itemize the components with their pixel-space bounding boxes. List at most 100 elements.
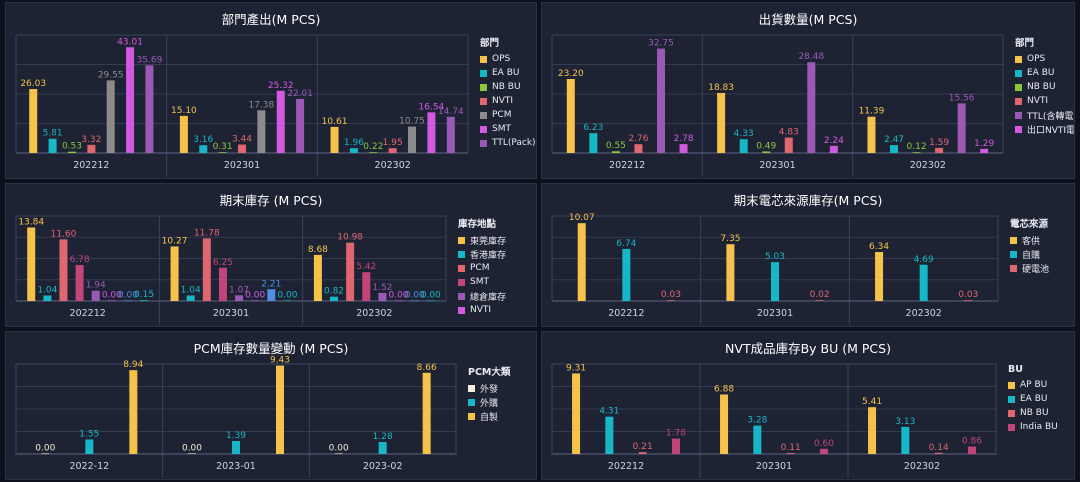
legend-label: NB BU <box>1027 82 1056 92</box>
legend-item[interactable]: TTL(含轉電芯) <box>1015 108 1074 122</box>
legend[interactable]: BU AP BU EA BU NB BU India BU <box>1008 364 1058 434</box>
data-label: 1.07 <box>229 285 249 295</box>
legend-item[interactable]: 硬電池 <box>1010 261 1049 275</box>
data-label: 6.23 <box>583 123 603 133</box>
legend-item[interactable]: NVTI <box>480 94 536 108</box>
legend-label: 外購 <box>480 398 499 409</box>
bar <box>129 370 138 454</box>
bar <box>671 438 680 454</box>
legend-label: AP BU <box>1020 380 1048 390</box>
bar <box>107 300 116 301</box>
legend[interactable]: 電芯來源 客供 自購 硬電池 <box>1010 216 1049 275</box>
legend-item[interactable]: EA BU <box>1008 392 1058 406</box>
data-label: 0.22 <box>363 142 383 152</box>
legend-label: NVTI <box>492 96 514 106</box>
bar <box>75 264 84 301</box>
legend-item[interactable]: NB BU <box>480 80 536 94</box>
data-label: 0.49 <box>756 141 776 151</box>
legend-swatch <box>480 83 487 91</box>
legend-item[interactable]: 客供 <box>1010 233 1049 247</box>
bar <box>935 147 944 153</box>
legend-item[interactable]: PCM <box>480 108 536 122</box>
legend-item[interactable]: 總倉庫存 <box>458 289 506 303</box>
bar <box>67 151 76 153</box>
bar <box>145 65 154 153</box>
data-label: 3.32 <box>81 135 101 145</box>
bar <box>41 453 50 454</box>
legend-item[interactable]: 外購 <box>468 395 510 409</box>
data-label: 0.60 <box>814 439 834 449</box>
legend-item[interactable]: TTL(Pack) <box>480 136 536 150</box>
legend-item[interactable]: 香港庫存 <box>458 247 506 261</box>
chart-svg: 26.03 5.81 0.533.32 29.55 43.01 35.69 202212 15… <box>15 34 469 177</box>
panel-shipment: 出貨數量(M PCS) 23.20 6.23 0.55 2.76 32.75 2.78 20… <box>541 2 1075 179</box>
legend-item[interactable]: 外發 <box>468 381 510 395</box>
chart-svg: 13.841.0411.606.781.940.000.000.15202212… <box>15 215 447 325</box>
legend-item[interactable]: 自製 <box>468 409 510 423</box>
legend-item[interactable]: PCM <box>458 261 506 275</box>
bar <box>330 126 339 153</box>
data-label: 4.69 <box>914 255 934 265</box>
legend-swatch <box>1015 69 1022 77</box>
data-label: 0.53 <box>62 142 82 152</box>
legend-item[interactable]: 出口NVTI電芯 <box>1015 122 1074 136</box>
panel-ending-inventory: 期末庫存 (M PCS) 13.84 1.04 11.60 6.78 1.94 0.00 0… <box>5 183 537 327</box>
legend-item[interactable]: India BU <box>1008 420 1058 434</box>
legend[interactable]: 部門 OPS EA BU NB BU NVTI PCM SMT TTL(Pack) <box>480 35 536 150</box>
chart-svg: 9.31 4.31 0.21 1.78 202212 6.88 3.28 0.11 0.60 20… <box>551 363 997 478</box>
legend-item[interactable]: 東莞庫存 <box>458 233 506 247</box>
legend-label: EA BU <box>492 68 520 78</box>
legend-item[interactable]: OPS <box>1015 52 1074 66</box>
bar <box>720 394 729 454</box>
bar <box>427 112 436 153</box>
bar <box>43 295 52 301</box>
data-label: 0.00 <box>182 443 202 453</box>
legend-label: SMT <box>470 277 489 287</box>
data-label: 0.31 <box>213 142 233 152</box>
chart-svg: 10.07 6.74 0.03 202212 7.35 5.03 0.02 202301 6.3… <box>551 213 999 325</box>
legend-item[interactable]: NB BU <box>1015 80 1074 94</box>
data-label: 2.78 <box>674 134 694 144</box>
x-tick-label: 202302 <box>904 461 940 472</box>
legend-label: 自購 <box>1022 250 1041 261</box>
bar <box>605 416 614 454</box>
bar <box>890 145 899 153</box>
legend-label: PCM <box>492 110 512 120</box>
bar <box>771 262 779 301</box>
legend-item[interactable]: OPS <box>480 52 536 66</box>
legend-swatch <box>1008 409 1015 417</box>
legend-swatch <box>458 292 465 300</box>
legend-item[interactable]: SMT <box>458 275 506 289</box>
bar <box>296 98 305 153</box>
bar <box>349 148 358 153</box>
legend-item[interactable]: EA BU <box>1015 66 1074 80</box>
data-label: 22.01 <box>287 89 313 99</box>
legend-item[interactable]: NVTI <box>458 303 506 317</box>
legend-title: PCM大類 <box>468 367 511 378</box>
legend[interactable]: 庫存地點 東莞庫存 香港庫存 PCM SMT 總倉庫存 NVTI <box>458 216 506 317</box>
data-label: 9.31 <box>566 363 586 373</box>
data-label: 23.20 <box>558 69 584 79</box>
bar <box>815 300 824 301</box>
legend-item[interactable]: NB BU <box>1008 406 1058 420</box>
legend-item[interactable]: AP BU <box>1008 378 1058 392</box>
data-label: 10.07 <box>569 213 595 223</box>
legend[interactable]: PCM大類 外發外購 自製 <box>468 364 510 423</box>
bar <box>85 439 94 454</box>
data-label: 10.27 <box>162 236 188 246</box>
legend-item[interactable]: 自購 <box>1010 247 1049 261</box>
x-tick-label: 202301 <box>213 308 249 319</box>
data-label: 15.56 <box>949 93 975 103</box>
bar <box>179 115 188 153</box>
legend-swatch <box>458 236 465 244</box>
legend-label: 東莞庫存 <box>470 236 507 247</box>
data-label: 10.61 <box>322 117 348 127</box>
legend-swatch <box>1008 423 1015 431</box>
legend[interactable]: 部門 OPS EA BU NB BU NVTI TTL(含轉電芯) 出口NVTI電芯 <box>1015 35 1074 136</box>
data-label: 15.10 <box>171 106 197 116</box>
legend-item[interactable]: SMT <box>480 122 536 136</box>
x-tick-label: 2023-01 <box>216 461 256 472</box>
legend-item[interactable]: NVTI <box>1015 94 1074 108</box>
legend-item[interactable]: EA BU <box>480 66 536 80</box>
data-label: 0.11 <box>781 443 801 453</box>
